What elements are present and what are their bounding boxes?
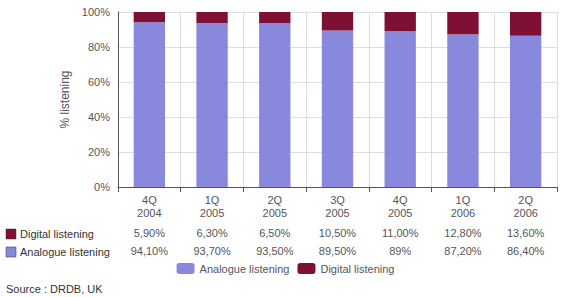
svg-text:2Q: 2Q (267, 194, 282, 206)
svg-text:87,20%: 87,20% (444, 245, 482, 257)
svg-text:93,70%: 93,70% (193, 245, 231, 257)
svg-text:4Q: 4Q (393, 194, 408, 206)
svg-text:4Q: 4Q (142, 194, 157, 206)
svg-text:12,80%: 12,80% (444, 227, 482, 239)
svg-text:11,00%: 11,00% (382, 227, 419, 239)
svg-text:89,50%: 89,50% (319, 245, 357, 257)
svg-text:20%: 20% (88, 146, 110, 158)
svg-text:Analogue listening: Analogue listening (20, 246, 110, 258)
svg-text:Digital listening: Digital listening (320, 263, 394, 275)
svg-text:1Q: 1Q (205, 194, 220, 206)
svg-text:Digital listening: Digital listening (20, 228, 94, 240)
svg-text:2005: 2005 (200, 207, 224, 219)
svg-text:93,50%: 93,50% (256, 245, 294, 257)
svg-text:80%: 80% (88, 41, 110, 53)
svg-text:% listening: % listening (58, 70, 72, 128)
svg-text:2005: 2005 (388, 207, 412, 219)
svg-text:2006: 2006 (513, 207, 537, 219)
svg-text:13,60%: 13,60% (507, 227, 545, 239)
svg-text:5,90%: 5,90% (134, 227, 165, 239)
svg-text:94,10%: 94,10% (131, 245, 169, 257)
svg-text:2005: 2005 (325, 207, 349, 219)
svg-text:2006: 2006 (451, 207, 475, 219)
svg-text:10,50%: 10,50% (319, 227, 357, 239)
svg-text:86,40%: 86,40% (507, 245, 545, 257)
svg-text:6,50%: 6,50% (259, 227, 290, 239)
svg-text:89%: 89% (389, 245, 411, 257)
svg-text:1Q: 1Q (456, 194, 471, 206)
svg-text:60%: 60% (88, 76, 110, 88)
svg-text:3Q: 3Q (330, 194, 345, 206)
svg-text:0%: 0% (94, 181, 110, 193)
svg-text:Analogue listening: Analogue listening (200, 263, 290, 275)
svg-text:2005: 2005 (263, 207, 287, 219)
svg-text:2004: 2004 (137, 207, 161, 219)
svg-text:40%: 40% (88, 111, 110, 123)
svg-text:2Q: 2Q (518, 194, 533, 206)
svg-text:Source : DRDB, UK: Source : DRDB, UK (6, 283, 103, 295)
svg-text:100%: 100% (82, 6, 110, 18)
svg-text:6,30%: 6,30% (196, 227, 227, 239)
